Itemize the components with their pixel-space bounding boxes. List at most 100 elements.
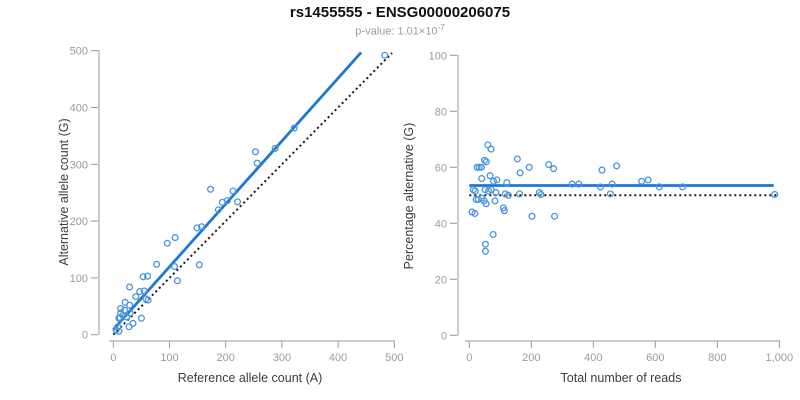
- y-tick-label: 200: [70, 216, 88, 228]
- x-tick-label: 0: [466, 352, 472, 364]
- data-point: [290, 124, 298, 132]
- data-point: [493, 176, 501, 184]
- data-point: [229, 187, 237, 195]
- p-value-exponent: -7: [437, 23, 445, 32]
- x-axis-title: Reference allele count (A): [178, 371, 323, 385]
- data-point: [487, 145, 495, 153]
- data-point: [598, 166, 606, 174]
- data-point: [253, 159, 261, 167]
- data-point: [471, 187, 479, 195]
- data-point: [537, 190, 545, 199]
- x-tick-label: 100: [160, 352, 178, 364]
- y-tick-label: 300: [70, 159, 88, 171]
- data-point: [233, 198, 242, 206]
- data-point: [144, 272, 152, 280]
- y-tick-label: 60: [435, 162, 447, 174]
- data-point: [271, 144, 279, 152]
- y-tick-label: 80: [435, 106, 447, 118]
- y-tick-label: 100: [429, 50, 447, 62]
- data-point: [140, 287, 148, 295]
- x-tick-label: 200: [522, 352, 540, 364]
- allele-count-scatter: 0 100 200 300 400 500 0 100 200 300 400 500 Referenc…: [57, 46, 403, 385]
- data-point: [492, 188, 500, 197]
- data-point: [550, 212, 559, 220]
- data-point: [655, 183, 663, 191]
- data-point: [771, 190, 779, 199]
- x-tick-label: 600: [646, 352, 664, 364]
- data-point: [251, 148, 260, 156]
- data-point: [223, 197, 231, 205]
- y-tick-label: 100: [70, 273, 88, 285]
- data-point: [679, 183, 687, 191]
- p-value-text: p-value: 1.01×10: [355, 25, 438, 38]
- data-point: [171, 234, 179, 242]
- data-point: [139, 273, 147, 281]
- data-point: [568, 180, 576, 188]
- data-point: [489, 230, 497, 239]
- x-tick-label: 200: [217, 352, 235, 364]
- y-axis-title: Alternative allele count (G): [57, 118, 71, 265]
- data-point: [596, 183, 604, 191]
- page-title: rs1455555 - ENSG00000206075: [289, 4, 511, 21]
- data-point: [525, 163, 533, 171]
- data-point: [575, 180, 583, 188]
- data-point: [516, 169, 524, 177]
- y-tick-label: 0: [82, 330, 88, 342]
- data-point: [612, 162, 621, 170]
- data-point: [489, 177, 498, 185]
- x-tick-label: 1,000: [766, 352, 794, 364]
- y-tick-label: 20: [435, 274, 447, 286]
- data-point: [503, 179, 511, 187]
- data-point: [163, 239, 171, 247]
- data-point: [477, 163, 485, 171]
- data-point: [482, 200, 490, 208]
- data-point: [214, 206, 222, 214]
- data-point: [482, 158, 490, 166]
- data-point: [504, 191, 512, 199]
- data-point: [137, 314, 145, 322]
- data-point: [171, 262, 179, 271]
- data-point: [550, 165, 558, 173]
- data-point: [608, 180, 616, 188]
- y-axis-title: Percentage alternative (G): [402, 123, 416, 270]
- data-point: [136, 287, 144, 296]
- data-point: [481, 247, 489, 255]
- data-point: [515, 190, 524, 198]
- data-point: [381, 51, 389, 59]
- data-point: [513, 155, 521, 163]
- x-tick-label: 0: [110, 352, 116, 364]
- x-tick-label: 300: [273, 352, 291, 364]
- data-point: [500, 207, 508, 215]
- data-point: [144, 296, 152, 304]
- data-point: [120, 306, 129, 314]
- y-tick-label: 400: [70, 103, 88, 115]
- percentage-alternative-scatter: 0 20 40 60 80 100 0 200 400 600 800 1,000 Total numb…: [402, 50, 793, 385]
- identity-line: [112, 52, 393, 336]
- data-point: [478, 174, 486, 183]
- x-tick-label: 400: [329, 352, 347, 364]
- y-tick-label: 500: [70, 46, 88, 58]
- data-point: [115, 327, 123, 335]
- data-point: [486, 172, 494, 180]
- data-point: [126, 309, 134, 317]
- p-value-subtitle: p-value: 1.01×10-7: [0, 23, 800, 38]
- data-point: [197, 223, 206, 231]
- data-point: [117, 305, 125, 313]
- data-point: [195, 261, 203, 269]
- x-axis-title: Total number of reads: [561, 371, 682, 385]
- data-point: [606, 190, 614, 198]
- data-point: [528, 212, 536, 220]
- data-point: [491, 197, 499, 205]
- data-point: [129, 319, 137, 327]
- data-point: [471, 209, 479, 218]
- x-tick-label: 500: [385, 352, 403, 364]
- data-point: [644, 176, 652, 184]
- data-point: [193, 224, 201, 232]
- data-point: [126, 301, 134, 309]
- data-point: [173, 277, 181, 285]
- fit-line: [112, 51, 363, 331]
- data-point: [153, 260, 161, 268]
- data-point: [638, 177, 646, 185]
